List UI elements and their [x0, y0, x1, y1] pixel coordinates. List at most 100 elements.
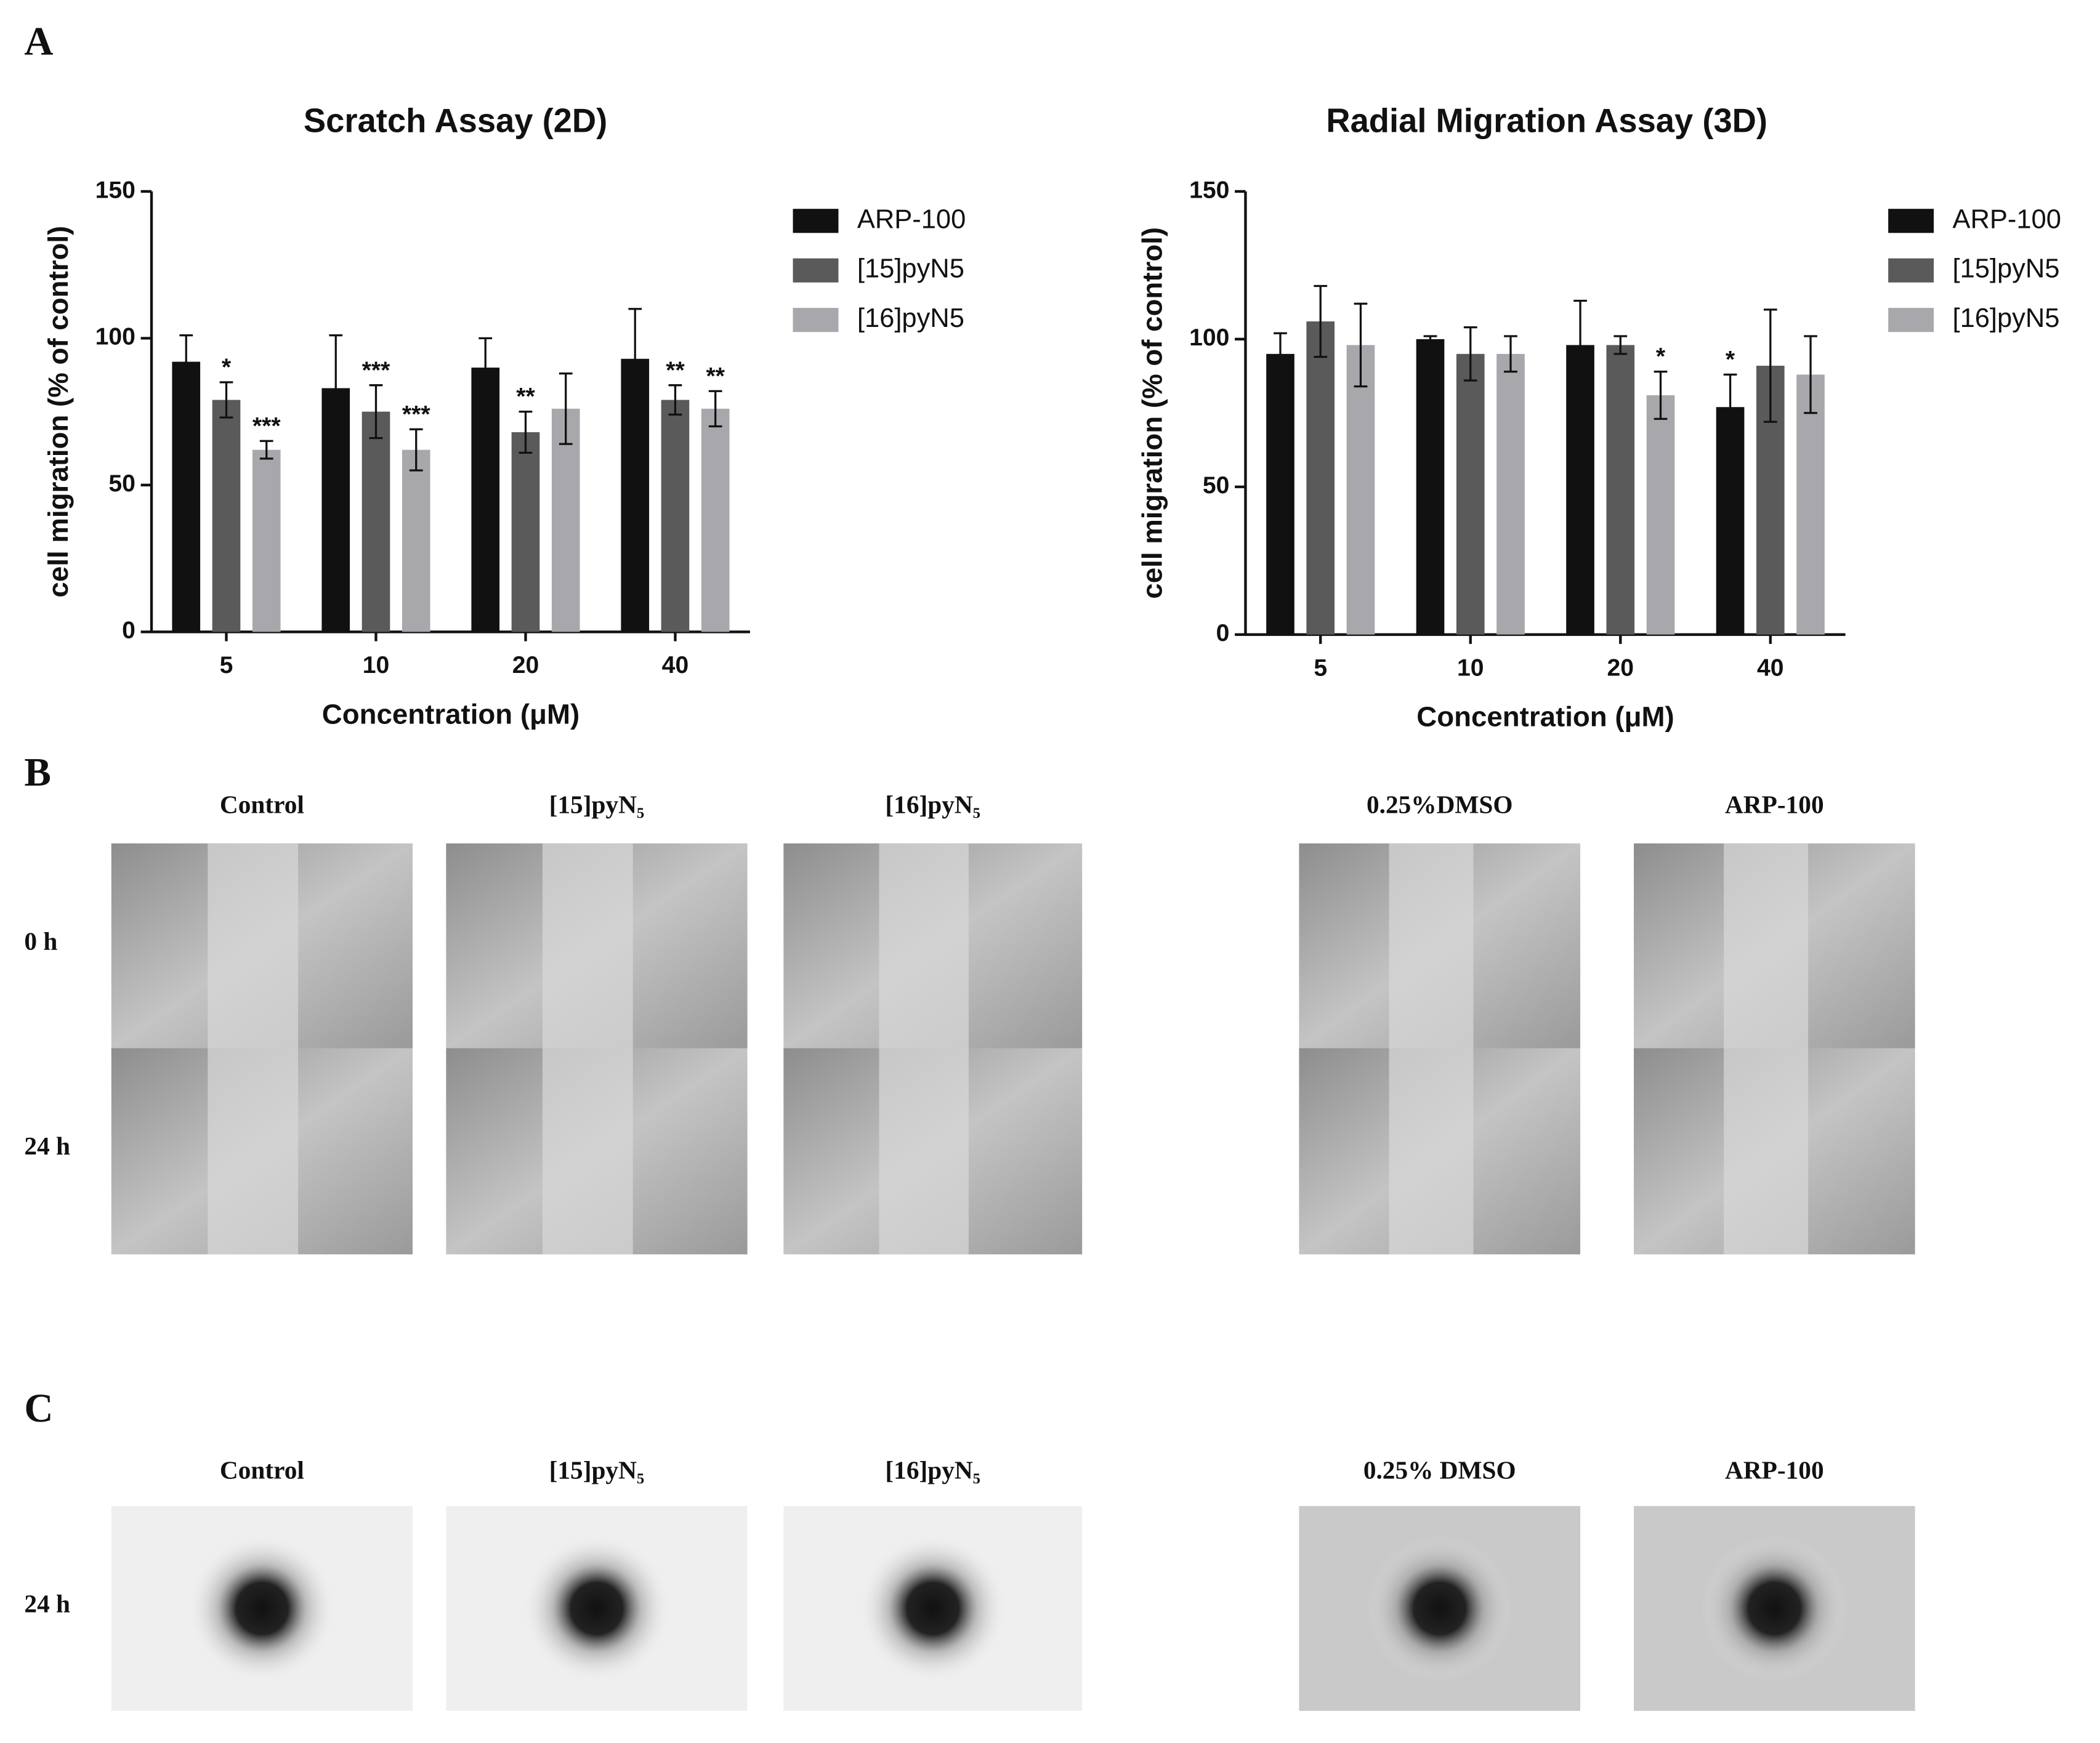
legend-swatch: [1888, 209, 1934, 233]
bar: [471, 368, 500, 632]
error-bar: [369, 384, 383, 440]
column-label: Control: [220, 791, 304, 819]
x-axis-label: Concentration (μM): [1416, 701, 1674, 733]
y-axis-label: cell migration (% of control): [42, 226, 74, 598]
y-tick-label: 0: [1216, 620, 1230, 646]
bar: [1796, 374, 1825, 635]
bar: [212, 400, 241, 632]
x-tick-label: 40: [662, 652, 689, 678]
bar: [172, 361, 201, 632]
panel-label: A: [24, 20, 53, 64]
column-label: ARP-100: [1725, 791, 1824, 819]
x-tick-label: 5: [220, 652, 233, 678]
scratch-gap: [879, 1048, 969, 1255]
y-tick-label: 50: [1203, 472, 1230, 499]
bar: [511, 432, 540, 632]
error-bar: [668, 384, 682, 416]
bar: [551, 408, 580, 632]
error-bar: [1654, 370, 1668, 421]
significance-label: **: [706, 363, 725, 390]
x-axis-label: Concentration (μM): [322, 698, 580, 730]
legend-label: ARP-100: [857, 204, 966, 234]
error-bar: [179, 334, 193, 390]
error-bar: [708, 390, 722, 428]
error-bar: [1354, 302, 1368, 388]
error-bar: [259, 440, 273, 460]
spheroid: [523, 1534, 671, 1683]
error-bar: [1463, 326, 1477, 382]
legend-label: ARP-100: [1953, 204, 2061, 234]
legend-label: [16]pyN5: [857, 304, 964, 333]
spheroid: [1700, 1534, 1848, 1683]
significance-label: *: [222, 355, 232, 381]
scratch-gap: [1389, 843, 1474, 1049]
legend-swatch: [1888, 308, 1934, 332]
scratch-gap: [1724, 843, 1809, 1049]
chart-title: Radial Migration Assay (3D): [1326, 102, 1767, 139]
column-label: [16]pyN₅: [885, 1455, 980, 1484]
column-label: [15]pyN₅: [549, 1455, 645, 1484]
bar: [661, 400, 690, 632]
bar: [1716, 407, 1745, 635]
spheroid: [1366, 1534, 1514, 1683]
legend-label: [15]pyN5: [857, 254, 964, 284]
error-bar: [1423, 335, 1437, 344]
scratch-gap: [879, 843, 969, 1049]
error-bar: [1314, 284, 1328, 358]
bar: [1566, 345, 1594, 635]
error-bar: [1763, 308, 1777, 423]
bar: [1346, 345, 1375, 635]
spheroid: [188, 1534, 336, 1683]
bar: [1606, 345, 1635, 635]
bar: [701, 408, 730, 632]
x-tick-label: 40: [1757, 655, 1784, 682]
error-bar: [329, 334, 343, 442]
significance-label: *: [1726, 347, 1735, 373]
error-bar: [1804, 335, 1817, 414]
column-label: 0.25% DMSO: [1363, 1455, 1516, 1484]
column-label: ARP-100: [1725, 1455, 1824, 1484]
error-bar: [1723, 373, 1737, 441]
error-bar: [1573, 299, 1587, 391]
legend-swatch: [1888, 258, 1934, 283]
y-tick-label: 50: [108, 470, 135, 497]
x-tick-label: 10: [363, 652, 390, 678]
legend-label: [16]pyN5: [1953, 304, 2060, 333]
legend-swatch: [793, 308, 839, 332]
spheroid: [859, 1534, 1007, 1683]
panel-label: C: [24, 1387, 53, 1431]
bar: [1416, 339, 1445, 635]
significance-label: **: [666, 357, 685, 384]
x-tick-label: 10: [1457, 655, 1484, 682]
bar: [1266, 353, 1294, 635]
error-bar: [628, 308, 642, 410]
error-bar: [409, 428, 423, 472]
x-tick-label: 20: [1607, 655, 1634, 682]
scratch-gap: [1389, 1048, 1474, 1255]
error-bar: [1274, 332, 1287, 376]
x-tick-label: 5: [1314, 655, 1327, 682]
error-bar: [519, 410, 533, 454]
bar: [1646, 395, 1675, 635]
significance-label: **: [516, 384, 535, 410]
significance-label: ***: [402, 401, 430, 428]
x-tick-label: 20: [512, 652, 539, 678]
row-label: 24 h: [24, 1590, 70, 1618]
column-label: 0.25%DMSO: [1367, 791, 1512, 819]
bar: [361, 411, 390, 632]
scratch-gap: [542, 1048, 633, 1255]
legend-swatch: [793, 258, 839, 283]
bar: [1456, 353, 1485, 635]
bar: [252, 449, 281, 632]
y-tick-label: 0: [122, 618, 135, 644]
scratch-gap: [208, 1048, 299, 1255]
bar: [1496, 353, 1525, 635]
y-axis-label: cell migration (% of control): [1137, 227, 1168, 599]
scratch-gap: [208, 843, 299, 1049]
bar: [402, 449, 430, 632]
error-bar: [1504, 335, 1517, 373]
column-label: [16]pyN₅: [885, 791, 980, 819]
error-bar: [219, 381, 233, 419]
row-label: 0 h: [24, 927, 57, 955]
